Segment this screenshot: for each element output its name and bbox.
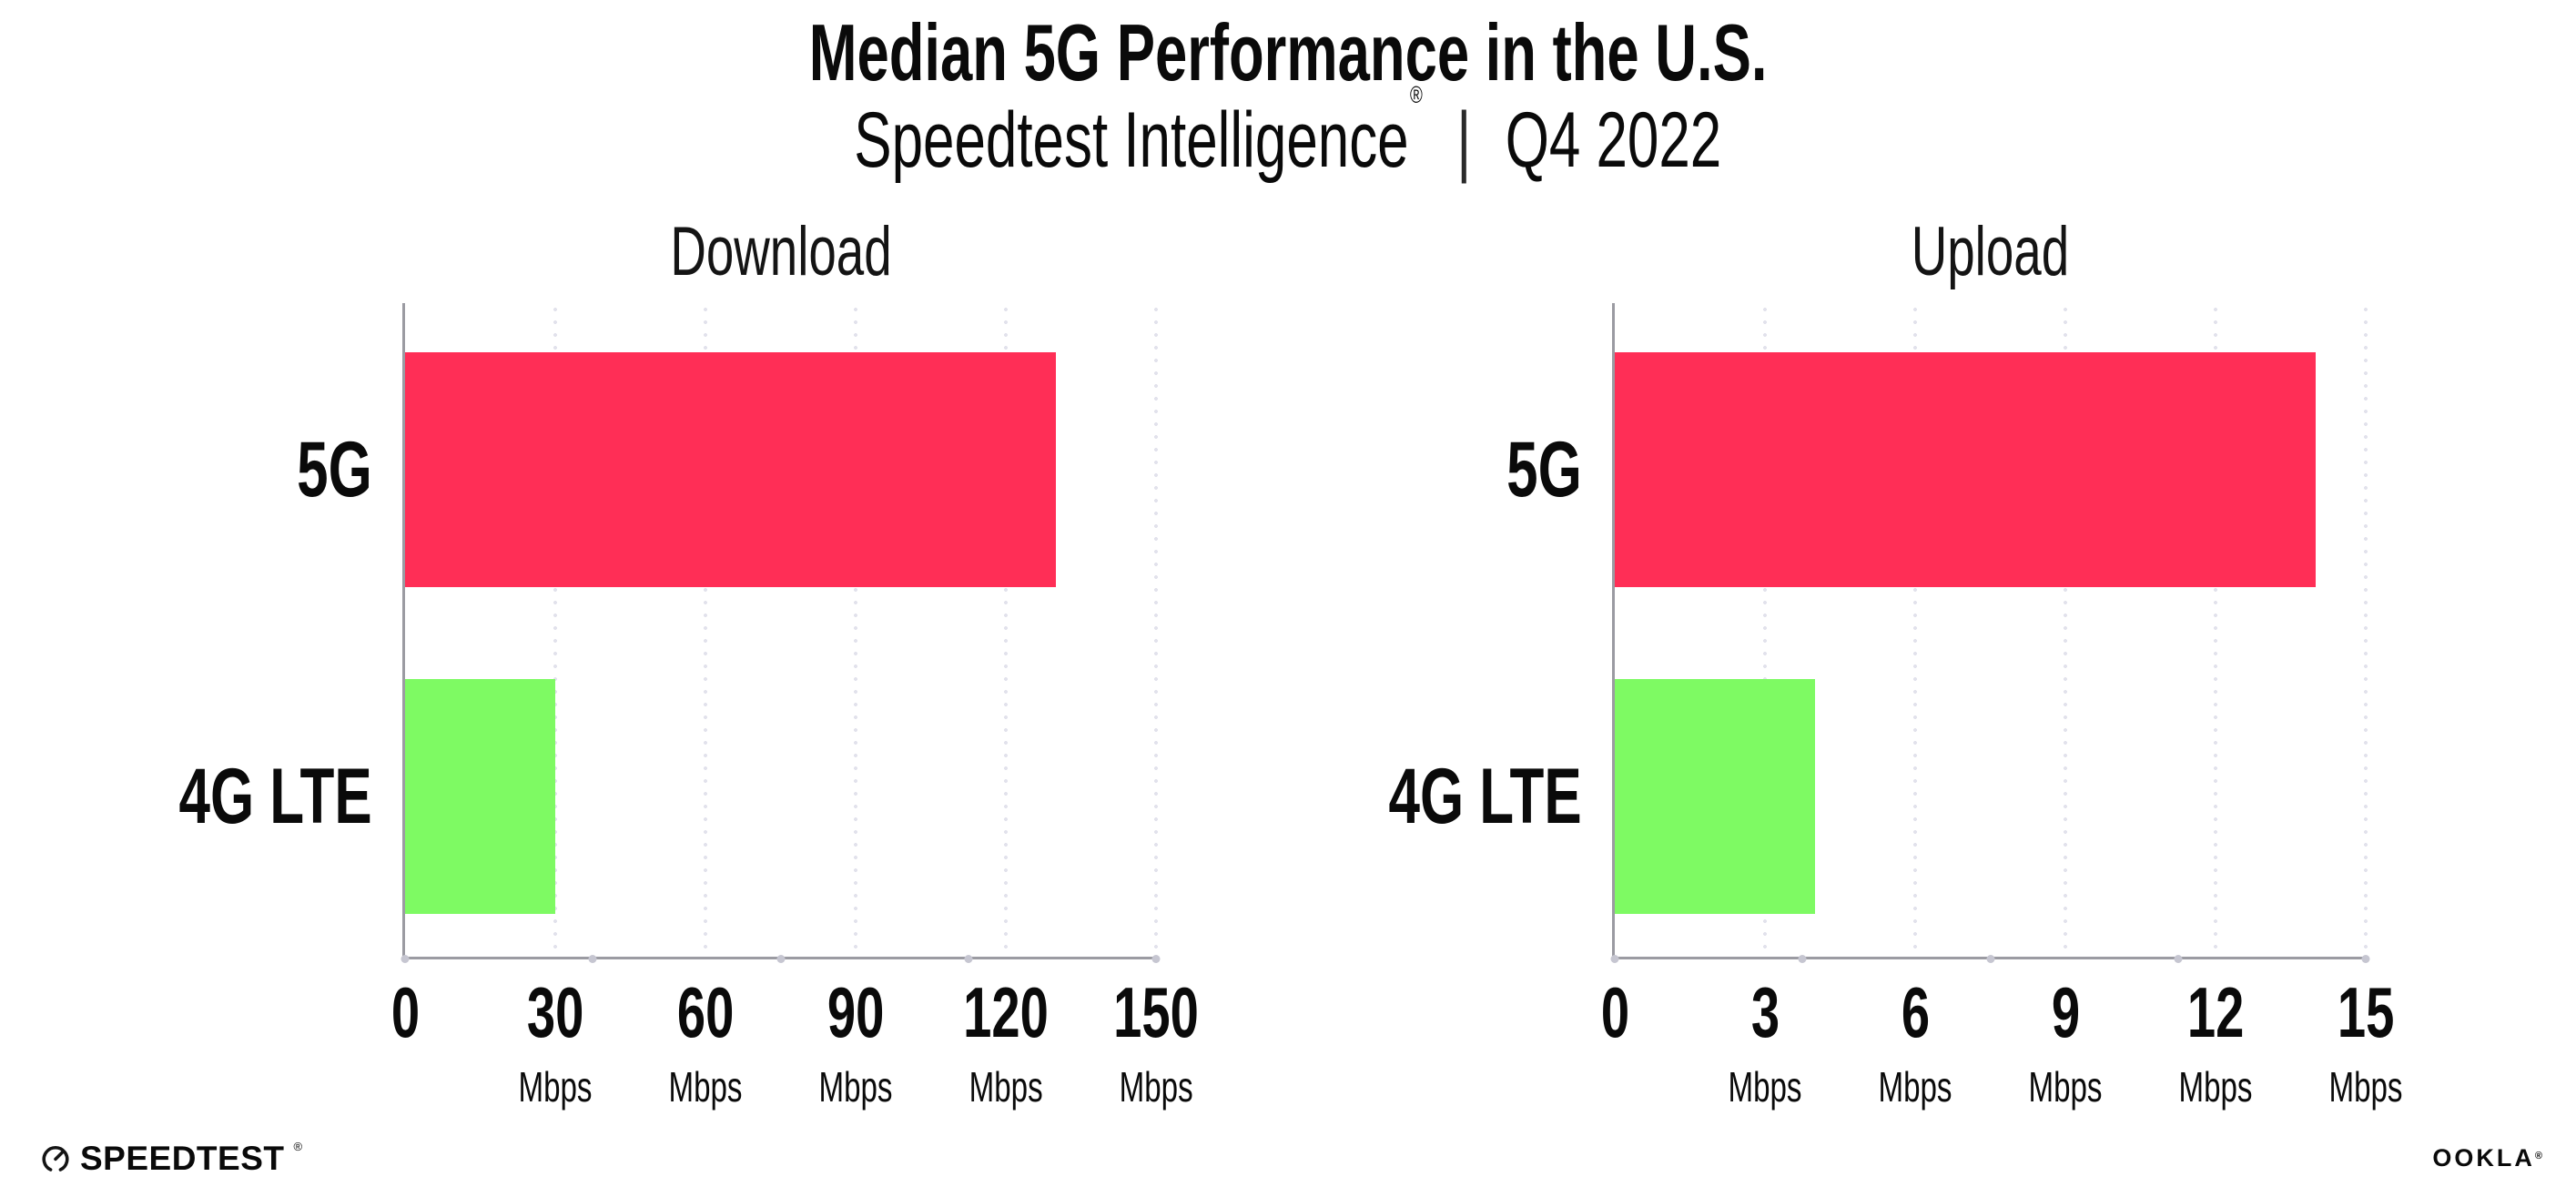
page-title: Median 5G Performance in the U.S. [0,9,2576,96]
registered-mark: ® [1410,81,1424,109]
gridline [2213,303,2218,957]
bar-5g [1615,352,2316,587]
axis-dot [2174,955,2183,963]
tick-unit: Mbps [2328,1063,2403,1111]
upload-chart-title: Upload [1911,213,2070,290]
speedtest-logo: SPEEDTEST ® [40,1141,302,1175]
tick-number: 90 [827,972,885,1052]
ookla-logo-text: OOKLA [2432,1144,2535,1172]
tick-number: 6 [1901,972,1930,1052]
axis-dot [401,955,410,963]
tick-unit: Mbps [1119,1063,1193,1111]
axis-tick: 30 Mbps [504,977,606,1108]
ookla-logo: OOKLA® [2432,1146,2542,1171]
axis-dot [964,955,973,963]
gridline [2063,303,2068,957]
gridline [853,303,858,957]
axis-dot [1798,955,1807,963]
category-label: 5G [1506,426,1582,513]
axis-tick: 6 Mbps [1864,977,1966,1108]
axis-dot [1986,955,1994,963]
axis-dot [776,955,785,963]
gridline [553,303,558,957]
gridline [1003,303,1009,957]
axis-tick: 120 Mbps [947,977,1065,1108]
registered-mark: ® [2534,1151,2542,1161]
bar-4g-lte [1615,679,1815,914]
page-title-text: Median 5G Performance in the U.S. [808,7,1768,97]
tick-number: 120 [963,972,1049,1052]
tick-unit: Mbps [818,1063,893,1111]
gridline [1762,303,1768,957]
axis-dot [1610,955,1619,963]
tick-unit: Mbps [1878,1063,1952,1111]
tick-unit: Mbps [969,1063,1043,1111]
gridline [703,303,708,957]
axis-tick: 60 Mbps [654,977,756,1108]
category-label: 4G LTE [1388,753,1582,840]
gridline [2363,303,2368,957]
tick-number: 3 [1750,972,1780,1052]
bar-4g-lte [405,679,555,914]
speedtest-logo-text: SPEEDTEST [80,1140,285,1177]
tick-unit: Mbps [518,1063,593,1111]
tick-number: 150 [1113,972,1199,1052]
category-label: 5G [297,426,372,513]
page-subtitle: Speedtest Intelligence® | Q4 2022 [0,83,2576,185]
axis-tick: 90 Mbps [805,977,907,1108]
tick-unit: Mbps [1728,1063,1802,1111]
tick-number: 30 [526,972,584,1052]
tick-number: 15 [2337,972,2395,1052]
axis-tick: 9 Mbps [2014,977,2116,1108]
download-chart-title: Download [669,213,892,290]
tick-number: 0 [1600,972,1629,1052]
registered-mark: ® [293,1140,303,1153]
category-label: 4G LTE [178,753,372,840]
tick-unit: Mbps [2178,1063,2253,1111]
gridline [1912,303,1918,957]
axis-tick: 3 Mbps [1714,977,1816,1108]
tick-unit: Mbps [2028,1063,2103,1111]
axis-dot [2361,955,2370,963]
tick-number: 60 [676,972,735,1052]
header: Median 5G Performance in the U.S. Speedt… [0,0,2576,181]
tick-unit: Mbps [668,1063,743,1111]
tick-number: 9 [2051,972,2080,1052]
axis-tick: 150 Mbps [1097,977,1215,1108]
axis-dot [588,955,597,963]
tick-number: 0 [390,972,420,1052]
axis-tick: 15 Mbps [2315,977,2417,1108]
subtitle-separator: | [1456,96,1472,185]
bar-5g [405,352,1056,587]
gridline [1153,303,1159,957]
subtitle-period: Q4 2022 [1505,96,1722,185]
subtitle-brand: Speedtest Intelligence [854,96,1409,185]
speedtest-gauge-icon [42,1145,69,1172]
axis-dot [1151,955,1161,963]
axis-tick: 12 Mbps [2165,977,2267,1108]
tick-number: 12 [2186,972,2245,1052]
footer: SPEEDTEST ® OOKLA® [40,1141,2542,1175]
